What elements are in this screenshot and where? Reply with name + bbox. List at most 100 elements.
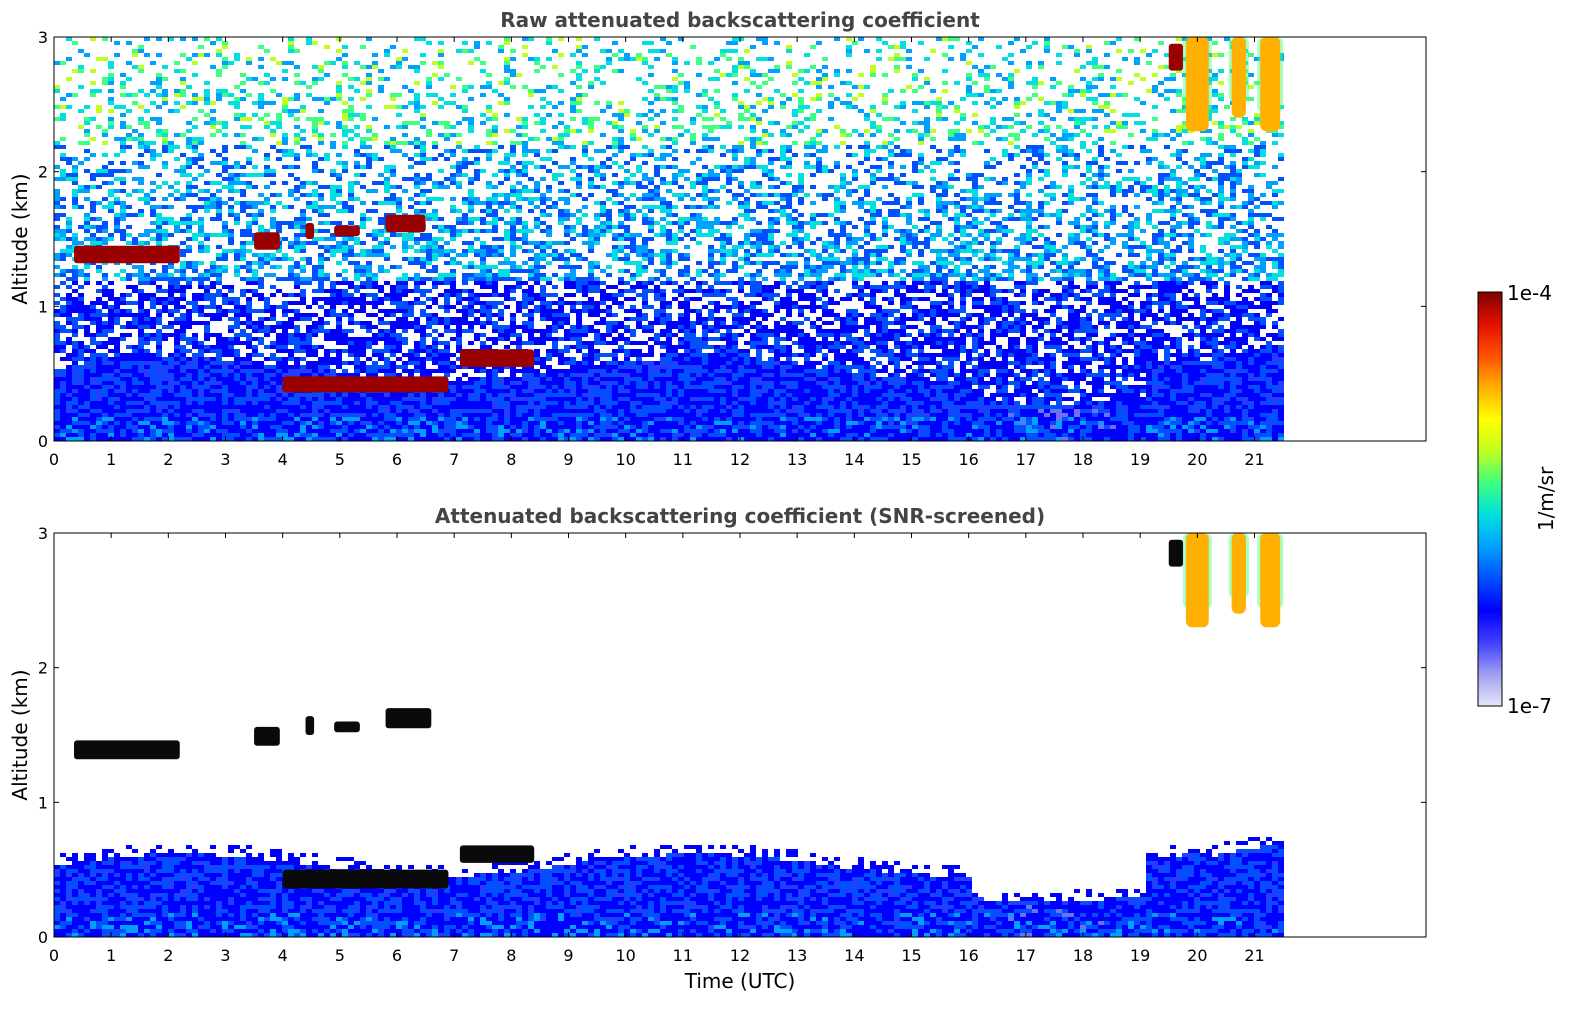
heat-cell — [138, 209, 144, 213]
heat-cell — [228, 177, 234, 181]
heat-cell — [342, 409, 348, 413]
heat-cell — [120, 217, 126, 221]
heat-cell — [270, 257, 276, 261]
heat-cell — [546, 417, 552, 421]
heat-cell — [252, 309, 258, 313]
heat-cell — [72, 205, 78, 209]
heat-cell — [354, 301, 360, 305]
heat-cell — [492, 197, 498, 201]
heat-cell — [162, 337, 168, 341]
heat-cell — [414, 437, 420, 441]
heat-cell — [66, 309, 72, 313]
heat-cell — [246, 225, 252, 229]
heat-cell — [492, 409, 498, 413]
heat-cell — [156, 417, 162, 421]
heat-cell — [378, 289, 384, 293]
heat-cell — [102, 417, 108, 421]
heat-cell — [72, 393, 78, 397]
heat-cell — [348, 113, 354, 117]
heat-cell — [246, 125, 252, 129]
heat-cell — [294, 405, 300, 409]
heat-cell — [174, 133, 180, 137]
heat-cell — [276, 389, 282, 393]
heat-cell — [480, 433, 486, 437]
heat-cell — [216, 273, 222, 277]
heat-cell — [186, 397, 192, 401]
heat-cell — [456, 173, 462, 177]
heat-cell — [270, 409, 276, 413]
heat-cell — [396, 421, 402, 425]
heat-cell — [210, 425, 216, 429]
heat-cell — [546, 301, 552, 305]
heat-cell — [558, 309, 564, 313]
heat-cell — [522, 389, 528, 393]
heat-cell — [426, 217, 432, 221]
heat-cell — [336, 341, 342, 345]
heat-cell — [252, 217, 258, 221]
heat-cell — [276, 401, 282, 405]
heat-cell — [522, 133, 528, 137]
heat-cell — [402, 249, 408, 253]
heat-cell — [396, 357, 402, 361]
heat-cell — [300, 405, 306, 409]
heat-cell — [528, 313, 534, 317]
heat-cell — [102, 373, 108, 377]
heat-cell — [348, 77, 354, 81]
heat-cell — [96, 229, 102, 233]
heat-cell — [378, 365, 384, 369]
heat-cell — [192, 137, 198, 141]
heat-cell — [444, 309, 450, 313]
heat-cell — [450, 353, 456, 357]
heat-cell — [252, 413, 258, 417]
heat-cell — [342, 397, 348, 401]
heat-cell — [138, 333, 144, 337]
heat-cell — [528, 341, 534, 345]
heat-cell — [264, 409, 270, 413]
heat-cell — [270, 285, 276, 289]
heat-cell — [156, 377, 162, 381]
heat-cell — [234, 273, 240, 277]
heat-cell — [258, 257, 264, 261]
heat-cell — [270, 401, 276, 405]
heat-cell — [366, 269, 372, 273]
heat-cell — [84, 133, 90, 137]
heat-cell — [162, 369, 168, 373]
heat-cell — [192, 321, 198, 325]
heat-cell — [258, 213, 264, 217]
heat-cell — [348, 305, 354, 309]
heat-cell — [294, 365, 300, 369]
heat-cell — [264, 73, 270, 77]
heat-cell — [468, 289, 474, 293]
heat-cell — [480, 321, 486, 325]
heat-cell — [168, 353, 174, 357]
heat-cell — [312, 333, 318, 337]
heat-cell — [240, 165, 246, 169]
heat-cell — [576, 369, 582, 373]
heat-cell — [264, 165, 270, 169]
heat-cell — [252, 77, 258, 81]
heat-cell — [108, 97, 114, 101]
heat-cell — [408, 349, 414, 353]
heat-cell — [198, 309, 204, 313]
heat-cell — [246, 369, 252, 373]
heat-cell — [360, 153, 366, 157]
heat-cell — [78, 437, 84, 441]
heat-cell — [426, 213, 432, 217]
heat-cell — [156, 401, 162, 405]
heat-cell — [78, 345, 84, 349]
heat-cell — [258, 57, 264, 61]
heat-cell — [312, 237, 318, 241]
heat-cell — [72, 421, 78, 425]
heat-cell — [462, 421, 468, 425]
heat-cell — [258, 321, 264, 325]
heat-cell — [54, 177, 60, 181]
heat-cell — [246, 181, 252, 185]
heat-cell — [102, 153, 108, 157]
heat-cell — [108, 173, 114, 177]
heat-cell — [306, 337, 312, 341]
heat-cell — [354, 197, 360, 201]
heat-cell — [546, 421, 552, 425]
heat-cell — [432, 429, 438, 433]
heat-cell — [312, 165, 318, 169]
heat-cell — [222, 361, 228, 365]
